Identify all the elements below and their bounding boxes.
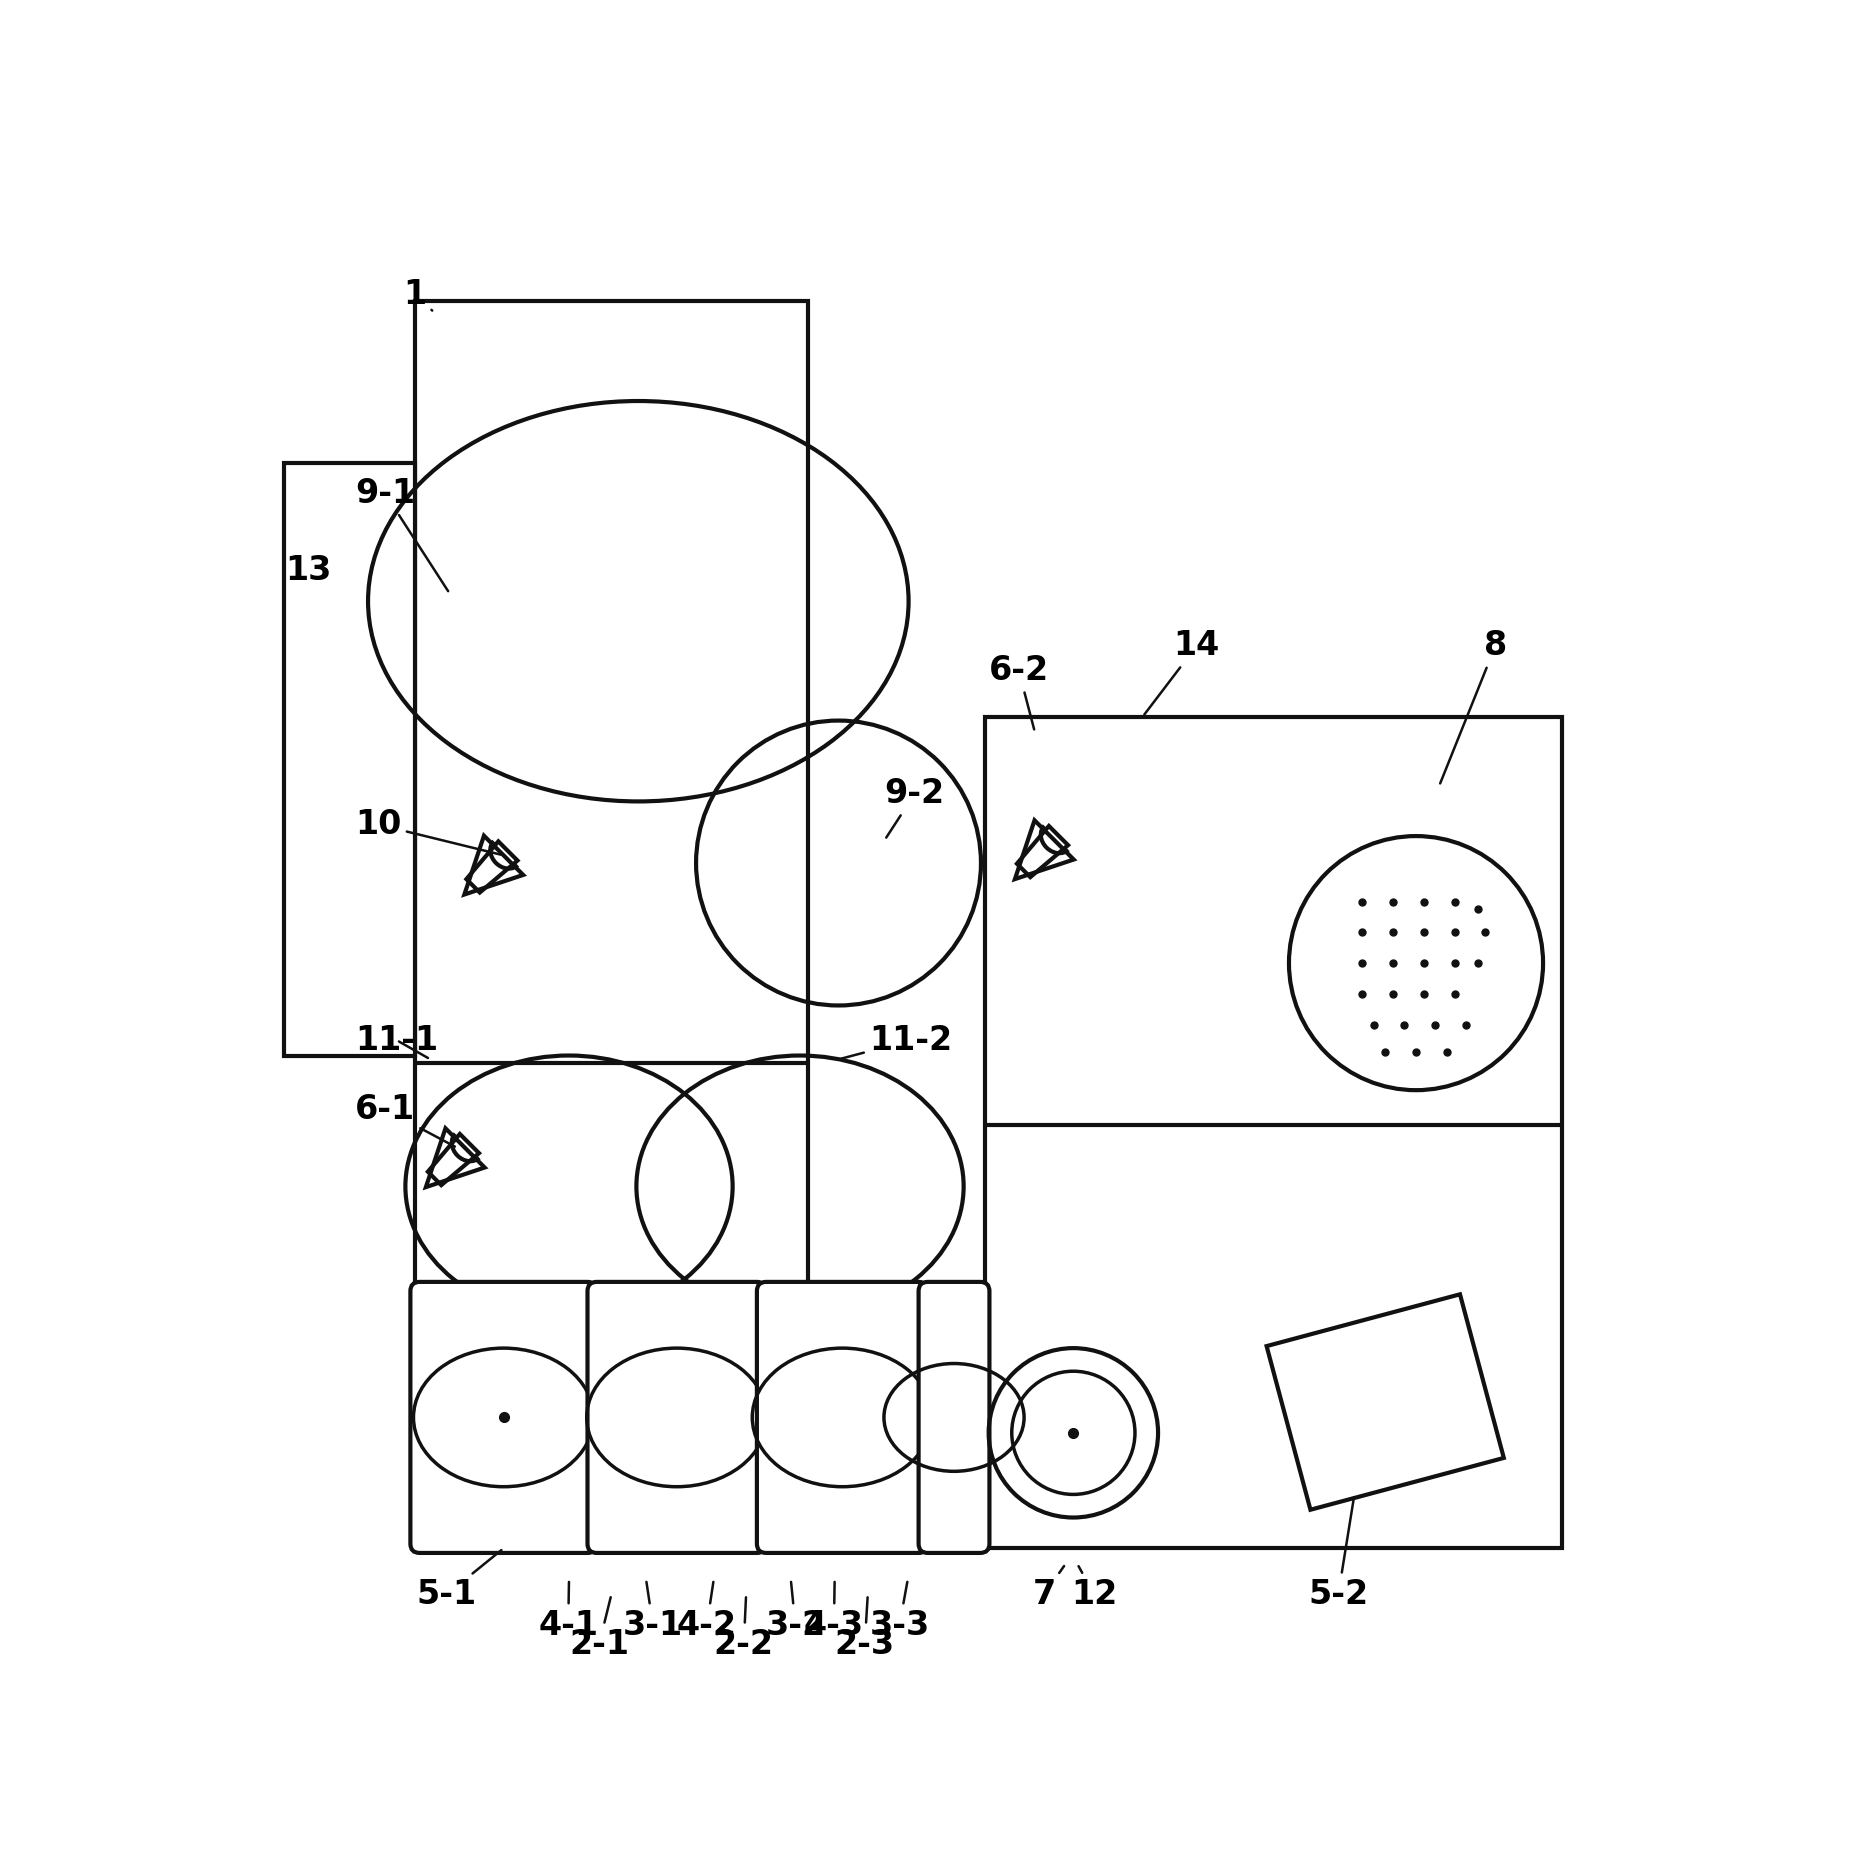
Text: 3-2: 3-2 xyxy=(765,1582,825,1642)
Text: 5-2: 5-2 xyxy=(1308,1497,1368,1610)
FancyBboxPatch shape xyxy=(588,1282,767,1553)
Text: 13: 13 xyxy=(285,554,332,588)
Bar xyxy=(284,463,414,1056)
Text: 5-1: 5-1 xyxy=(416,1551,502,1610)
FancyBboxPatch shape xyxy=(918,1282,989,1553)
Text: 2-2: 2-2 xyxy=(715,1597,774,1661)
Text: 9-1: 9-1 xyxy=(355,478,448,592)
FancyBboxPatch shape xyxy=(411,1282,597,1553)
Text: 3-1: 3-1 xyxy=(623,1582,683,1642)
Text: 7: 7 xyxy=(1032,1566,1064,1610)
Text: 4-2: 4-2 xyxy=(677,1582,737,1642)
Text: 2-3: 2-3 xyxy=(834,1597,896,1661)
Text: 1: 1 xyxy=(403,278,433,312)
Text: 8: 8 xyxy=(1441,629,1508,784)
Text: 3-3: 3-3 xyxy=(870,1582,929,1642)
Text: 12: 12 xyxy=(1071,1566,1118,1610)
Text: 14: 14 xyxy=(1144,629,1220,715)
Text: 10: 10 xyxy=(355,808,500,855)
Text: 4-3: 4-3 xyxy=(804,1582,864,1642)
Text: 2-1: 2-1 xyxy=(569,1597,629,1661)
Bar xyxy=(414,300,808,1549)
Text: 11-1: 11-1 xyxy=(355,1024,439,1058)
Text: 6-1: 6-1 xyxy=(355,1093,455,1146)
Text: 11-2: 11-2 xyxy=(842,1024,952,1058)
Text: 4-1: 4-1 xyxy=(537,1582,599,1642)
Text: 6-2: 6-2 xyxy=(989,653,1049,730)
Bar xyxy=(1267,1295,1504,1510)
FancyBboxPatch shape xyxy=(758,1282,927,1553)
Bar xyxy=(985,717,1562,1549)
Text: 9-2: 9-2 xyxy=(884,778,944,838)
